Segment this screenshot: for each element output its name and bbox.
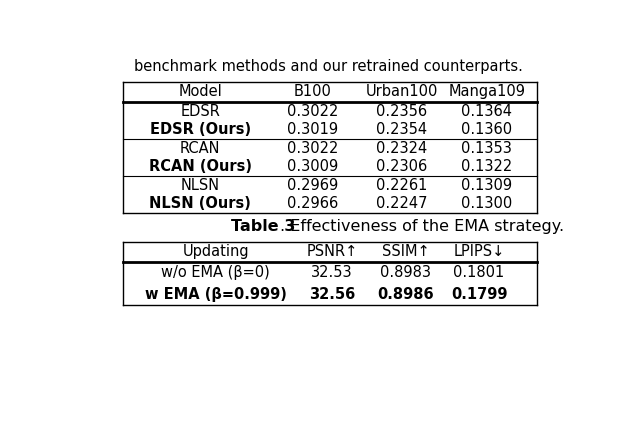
Text: RCAN (Ours): RCAN (Ours): [148, 159, 252, 174]
Text: 0.2354: 0.2354: [376, 122, 427, 137]
Text: 0.3022: 0.3022: [287, 141, 338, 155]
Text: Updating: Updating: [182, 244, 249, 259]
Text: 32.56: 32.56: [308, 287, 355, 302]
Text: 0.3019: 0.3019: [287, 122, 338, 137]
Text: SSIM↑: SSIM↑: [381, 244, 429, 259]
Text: 0.1801: 0.1801: [454, 265, 505, 280]
Text: 0.1353: 0.1353: [461, 141, 512, 155]
Text: 0.2261: 0.2261: [376, 177, 428, 192]
Text: benchmark methods and our retrained counterparts.: benchmark methods and our retrained coun…: [134, 59, 522, 74]
Text: Model: Model: [179, 85, 222, 99]
Text: 0.1322: 0.1322: [461, 159, 513, 174]
Text: EDSR (Ours): EDSR (Ours): [150, 122, 251, 137]
Text: 0.2247: 0.2247: [376, 196, 428, 211]
Text: 0.2356: 0.2356: [376, 103, 427, 119]
Text: 0.2306: 0.2306: [376, 159, 428, 174]
Text: RCAN: RCAN: [180, 141, 220, 155]
Text: Table 3: Table 3: [231, 219, 296, 234]
Text: EDSR: EDSR: [180, 103, 220, 119]
Text: 0.1364: 0.1364: [461, 103, 513, 119]
Text: NLSN (Ours): NLSN (Ours): [149, 196, 251, 211]
Text: 0.1360: 0.1360: [461, 122, 513, 137]
Text: Urban100: Urban100: [365, 85, 438, 99]
Text: 0.2966: 0.2966: [287, 196, 338, 211]
Text: 0.1799: 0.1799: [451, 287, 508, 302]
Text: 0.2969: 0.2969: [287, 177, 338, 192]
Text: 0.3009: 0.3009: [287, 159, 338, 174]
Text: 0.8986: 0.8986: [377, 287, 434, 302]
Text: 0.8983: 0.8983: [380, 265, 431, 280]
Text: LPIPS↓: LPIPS↓: [453, 244, 505, 259]
Text: Manga109: Manga109: [449, 85, 525, 99]
Text: . Effectiveness of the EMA strategy.: . Effectiveness of the EMA strategy.: [280, 219, 564, 234]
Text: PSNR↑: PSNR↑: [306, 244, 358, 259]
Text: 0.2324: 0.2324: [376, 141, 428, 155]
Text: 0.1300: 0.1300: [461, 196, 513, 211]
Text: 32.53: 32.53: [311, 265, 353, 280]
Text: w EMA (β=0.999): w EMA (β=0.999): [145, 287, 287, 302]
Text: NLSN: NLSN: [180, 177, 220, 192]
Text: B100: B100: [294, 85, 332, 99]
Text: 0.3022: 0.3022: [287, 103, 338, 119]
Text: w/o EMA (β=0): w/o EMA (β=0): [161, 265, 270, 280]
Text: 0.1309: 0.1309: [461, 177, 513, 192]
